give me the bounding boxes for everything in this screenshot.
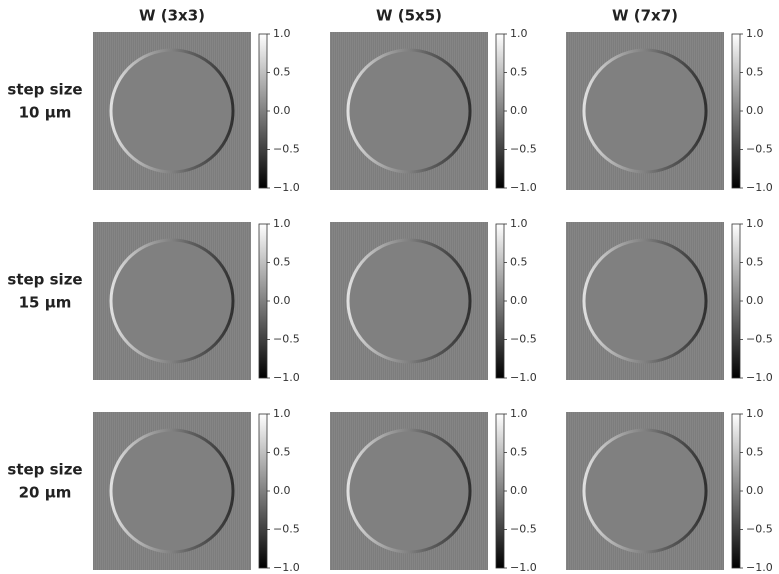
- disk: [348, 240, 470, 362]
- disk: [584, 240, 706, 362]
- colorbar-tick-label: −1.0: [510, 561, 537, 574]
- colorbar-tick-label: 0.0: [273, 104, 291, 117]
- colorbar-tick-label: −0.5: [510, 143, 537, 156]
- colorbar-tick-label: 1.0: [273, 217, 291, 230]
- disk: [111, 50, 233, 172]
- colorbar-tick-label: 0.0: [510, 484, 528, 497]
- disk: [111, 430, 233, 552]
- disk: [584, 430, 706, 552]
- colorbar-tick-label: 0.5: [510, 446, 528, 459]
- column-title: W (5x5): [376, 7, 442, 25]
- colorbar-tick-label: 0.5: [273, 66, 291, 79]
- colorbar: [732, 224, 740, 378]
- colorbar-tick-label: −0.5: [746, 523, 773, 536]
- colorbar: [496, 224, 504, 378]
- colorbar-tick-label: −1.0: [273, 561, 300, 574]
- colorbar-tick-label: −1.0: [273, 371, 300, 384]
- colorbar-tick-label: −1.0: [746, 181, 773, 194]
- colorbar-tick-label: 0.5: [510, 66, 528, 79]
- colorbar: [732, 414, 740, 568]
- colorbar-tick-label: 0.0: [746, 484, 764, 497]
- row-label: step size: [7, 461, 82, 479]
- disk: [111, 240, 233, 362]
- colorbar-tick-label: 1.0: [510, 407, 528, 420]
- colorbar-tick-label: 1.0: [510, 217, 528, 230]
- colorbar-tick-label: 0.0: [746, 104, 764, 117]
- row-label: step size: [7, 271, 82, 289]
- colorbar-tick-label: 1.0: [273, 27, 291, 40]
- row-label: step size: [7, 81, 82, 99]
- colorbar: [496, 414, 504, 568]
- colorbar-tick-label: 1.0: [746, 217, 764, 230]
- colorbar-tick-label: −1.0: [510, 371, 537, 384]
- colorbar-tick-label: −1.0: [273, 181, 300, 194]
- colorbar-tick-label: 0.5: [746, 446, 764, 459]
- colorbar-tick-label: 0.0: [746, 294, 764, 307]
- colorbar-tick-label: −0.5: [510, 333, 537, 346]
- colorbar-tick-label: 0.0: [273, 484, 291, 497]
- colorbar-tick-label: 0.5: [510, 256, 528, 269]
- colorbar-tick-label: 0.5: [746, 66, 764, 79]
- colorbar-tick-label: 1.0: [510, 27, 528, 40]
- column-title: W (3x3): [139, 7, 205, 25]
- colorbar: [732, 34, 740, 188]
- colorbar-tick-label: −0.5: [273, 333, 300, 346]
- colorbar-tick-label: −1.0: [746, 371, 773, 384]
- colorbar: [259, 414, 267, 568]
- row-label: 10 µm: [19, 104, 72, 122]
- colorbar: [259, 34, 267, 188]
- colorbar-tick-label: 0.5: [273, 256, 291, 269]
- colorbar-tick-label: −0.5: [273, 523, 300, 536]
- colorbar-tick-label: 0.0: [510, 104, 528, 117]
- colorbar-tick-label: −1.0: [510, 181, 537, 194]
- colorbar-tick-label: 1.0: [273, 407, 291, 420]
- colorbar: [259, 224, 267, 378]
- colorbar-tick-label: −0.5: [746, 333, 773, 346]
- colorbar-tick-label: 0.0: [273, 294, 291, 307]
- disk: [348, 430, 470, 552]
- disk: [348, 50, 470, 172]
- colorbar-tick-label: −1.0: [746, 561, 773, 574]
- figure: W (3x3) W (5x5) W (7x7) step size 10 µm 1.0 0.…: [0, 0, 779, 574]
- row-label: 20 µm: [19, 484, 72, 502]
- colorbar-tick-label: 0.5: [273, 446, 291, 459]
- row-label: 15 µm: [19, 294, 72, 312]
- colorbar-tick-label: 1.0: [746, 407, 764, 420]
- disk: [584, 50, 706, 172]
- colorbar-tick-label: 0.5: [746, 256, 764, 269]
- colorbar-tick-label: 1.0: [746, 27, 764, 40]
- colorbar: [496, 34, 504, 188]
- colorbar-tick-label: −0.5: [510, 523, 537, 536]
- column-title: W (7x7): [612, 7, 678, 25]
- colorbar-tick-label: −0.5: [273, 143, 300, 156]
- colorbar-tick-label: −0.5: [746, 143, 773, 156]
- colorbar-tick-label: 0.0: [510, 294, 528, 307]
